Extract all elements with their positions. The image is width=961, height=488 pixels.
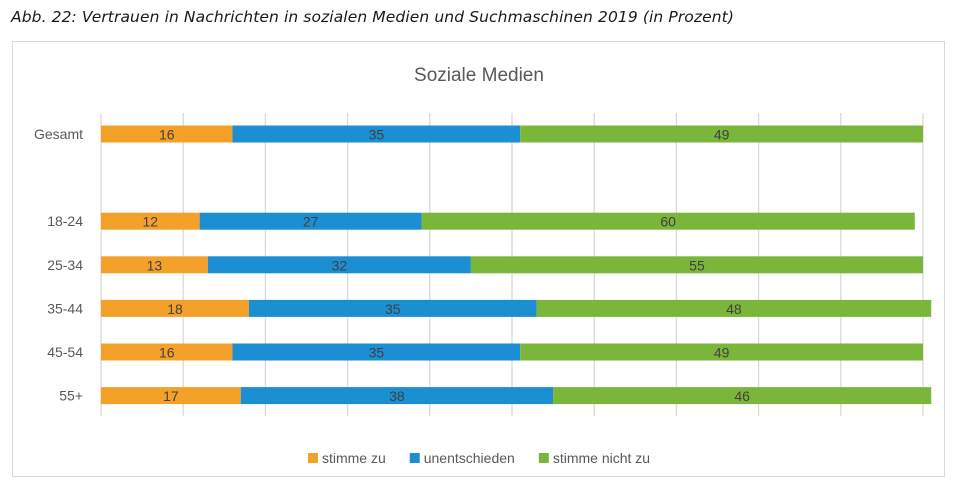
legend-swatch <box>409 453 420 463</box>
bar-18-24-stimme-zu <box>101 212 200 230</box>
chart-frame <box>12 41 945 477</box>
category-label: Gesamt <box>34 126 83 142</box>
data-label: 48 <box>726 301 742 317</box>
category-label: 18-24 <box>47 213 83 229</box>
data-label: 12 <box>143 214 159 230</box>
figure-caption: Abb. 22: Vertrauen in Nachrichten in soz… <box>11 8 735 26</box>
category-label: 55+ <box>59 388 83 404</box>
data-label: 16 <box>159 127 175 143</box>
category-label: 35-44 <box>47 300 83 316</box>
bar-Gesamt-stimme-nicht-zu <box>520 125 923 143</box>
legend-item-stimme-zu: stimme zu <box>307 450 386 466</box>
bar-25-34-stimme-zu <box>101 256 208 274</box>
data-label: 16 <box>159 345 175 361</box>
legend-label: stimme zu <box>322 450 386 466</box>
data-label: 35 <box>369 345 385 361</box>
data-label: 13 <box>147 257 163 273</box>
bar-55+-unentschieden <box>240 387 554 405</box>
legend-swatch <box>307 453 318 463</box>
data-label: 38 <box>389 388 405 404</box>
data-label: 18 <box>167 301 183 317</box>
legend-item-stimme-nicht-zu: stimme nicht zu <box>538 450 650 466</box>
data-label: 35 <box>385 301 401 317</box>
bar-55+-stimme-zu <box>101 387 241 405</box>
data-labels: 16 35 49 12 27 60 13 32 55 18 35 48 16 35 49 17 38 46 <box>143 127 751 405</box>
data-label: 60 <box>660 214 676 230</box>
data-label: 27 <box>303 214 319 230</box>
bar-Gesamt-unentschieden <box>232 125 521 143</box>
data-label: 32 <box>332 257 348 273</box>
category-label: 45-54 <box>47 344 83 360</box>
bar-45-54-stimme-nicht-zu <box>520 343 923 361</box>
legend-swatch <box>538 453 549 463</box>
bar-18-24-unentschieden <box>199 212 422 230</box>
bar-45-54-stimme-zu <box>101 343 233 361</box>
data-label: 55 <box>689 257 705 273</box>
category-label: 25-34 <box>47 257 83 273</box>
chart-title: Soziale Medien <box>414 65 544 86</box>
data-label: 46 <box>734 388 750 404</box>
bars <box>101 125 932 405</box>
bar-45-54-unentschieden <box>232 343 521 361</box>
data-label: 49 <box>714 127 730 143</box>
bar-Gesamt-stimme-zu <box>101 125 233 143</box>
legend-label: unentschieden <box>424 450 515 466</box>
bar-35-44-stimme-zu <box>101 299 249 317</box>
data-label: 17 <box>163 388 179 404</box>
legend: stimme zu unentschieden stimme nicht zu <box>307 450 650 466</box>
data-label: 35 <box>369 127 385 143</box>
bar-35-44-unentschieden <box>248 299 537 317</box>
legend-item-unentschieden: unentschieden <box>409 450 515 466</box>
bar-55+-stimme-nicht-zu <box>553 387 932 405</box>
bar-25-34-stimme-nicht-zu <box>470 256 923 274</box>
data-label: 49 <box>714 345 730 361</box>
category-labels: Gesamt 18-24 25-34 35-44 45-54 55+ <box>34 126 83 404</box>
legend-label: stimme nicht zu <box>553 450 650 466</box>
bar-25-34-unentschieden <box>207 256 471 274</box>
bar-35-44-stimme-nicht-zu <box>536 299 932 317</box>
bar-18-24-stimme-nicht-zu <box>421 212 915 230</box>
